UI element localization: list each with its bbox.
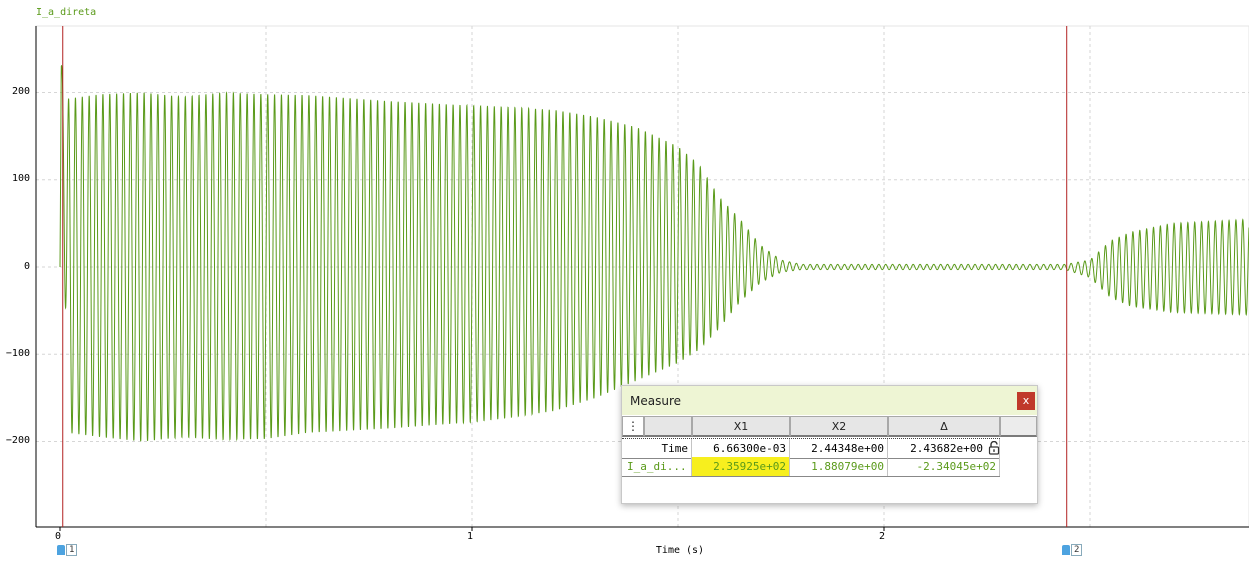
- cursor-1-handle[interactable]: 1: [57, 544, 78, 556]
- cursor-1-label: 1: [66, 544, 78, 556]
- x-tick-label: 0: [54, 531, 62, 542]
- x-tick-label: 1: [466, 531, 474, 542]
- column-header-x1[interactable]: X1: [692, 416, 790, 437]
- row-delta-text: 2.43682e+00: [910, 442, 983, 455]
- row-name: Time: [622, 439, 692, 458]
- measure-title: Measure: [630, 394, 681, 408]
- vertical-dots-icon[interactable]: ⋮: [622, 416, 644, 437]
- waveform-trace-line: [59, 64, 1249, 442]
- x-axis-label: Time (s): [655, 545, 705, 556]
- row-name: I_a_di...: [622, 457, 692, 476]
- y-tick-label: 0: [23, 261, 30, 272]
- y-tick-label: 200: [11, 86, 30, 97]
- row-delta-value: 2.43682e+00: [888, 439, 1000, 458]
- measure-row-time[interactable]: Time 6.66300e-03 2.44348e+00 2.43682e+00: [622, 438, 1000, 459]
- unlock-icon[interactable]: [988, 441, 1000, 455]
- measure-dialog[interactable]: Measure x ⋮ X1 X2 Δ Time 6.66300e-03 2.4…: [621, 385, 1038, 504]
- column-header-x2[interactable]: X2: [790, 416, 888, 437]
- cursor-2-label: 2: [1071, 544, 1083, 556]
- y-tick-label: −200: [5, 435, 30, 446]
- row-x1-value: 6.66300e-03: [692, 439, 790, 458]
- measure-row-signal[interactable]: I_a_di... 2.35925e+02 1.88079e+00 -2.340…: [622, 457, 1000, 477]
- row-delta-value: -2.34045e+02: [888, 457, 1000, 476]
- row-x1-value-highlighted: 2.35925e+02: [692, 457, 790, 476]
- y-tick-label: 100: [11, 173, 30, 184]
- column-header-name: [644, 416, 692, 437]
- row-x2-value: 2.44348e+00: [790, 439, 888, 458]
- x-tick-label: 2: [878, 531, 886, 542]
- measure-header[interactable]: Measure x: [622, 386, 1037, 415]
- row-x2-value: 1.88079e+00: [790, 457, 888, 476]
- cursor-flag-icon: [57, 545, 65, 555]
- column-header-delta[interactable]: Δ: [888, 416, 1000, 437]
- cursor-flag-icon: [1062, 545, 1070, 555]
- column-header-filler: [1000, 416, 1037, 437]
- cursor-2-handle[interactable]: 2: [1062, 544, 1083, 556]
- y-tick-label: −100: [5, 348, 30, 359]
- close-button[interactable]: x: [1017, 392, 1035, 410]
- trace-title: I_a_direta: [36, 7, 97, 18]
